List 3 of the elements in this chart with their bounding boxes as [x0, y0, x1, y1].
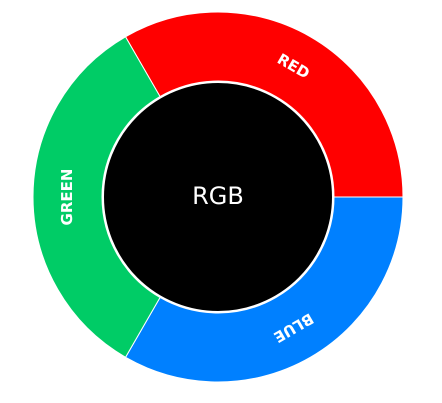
slice-label: GREEN [58, 168, 76, 226]
slice-label: RED [274, 50, 313, 83]
text: RGB [192, 182, 244, 210]
